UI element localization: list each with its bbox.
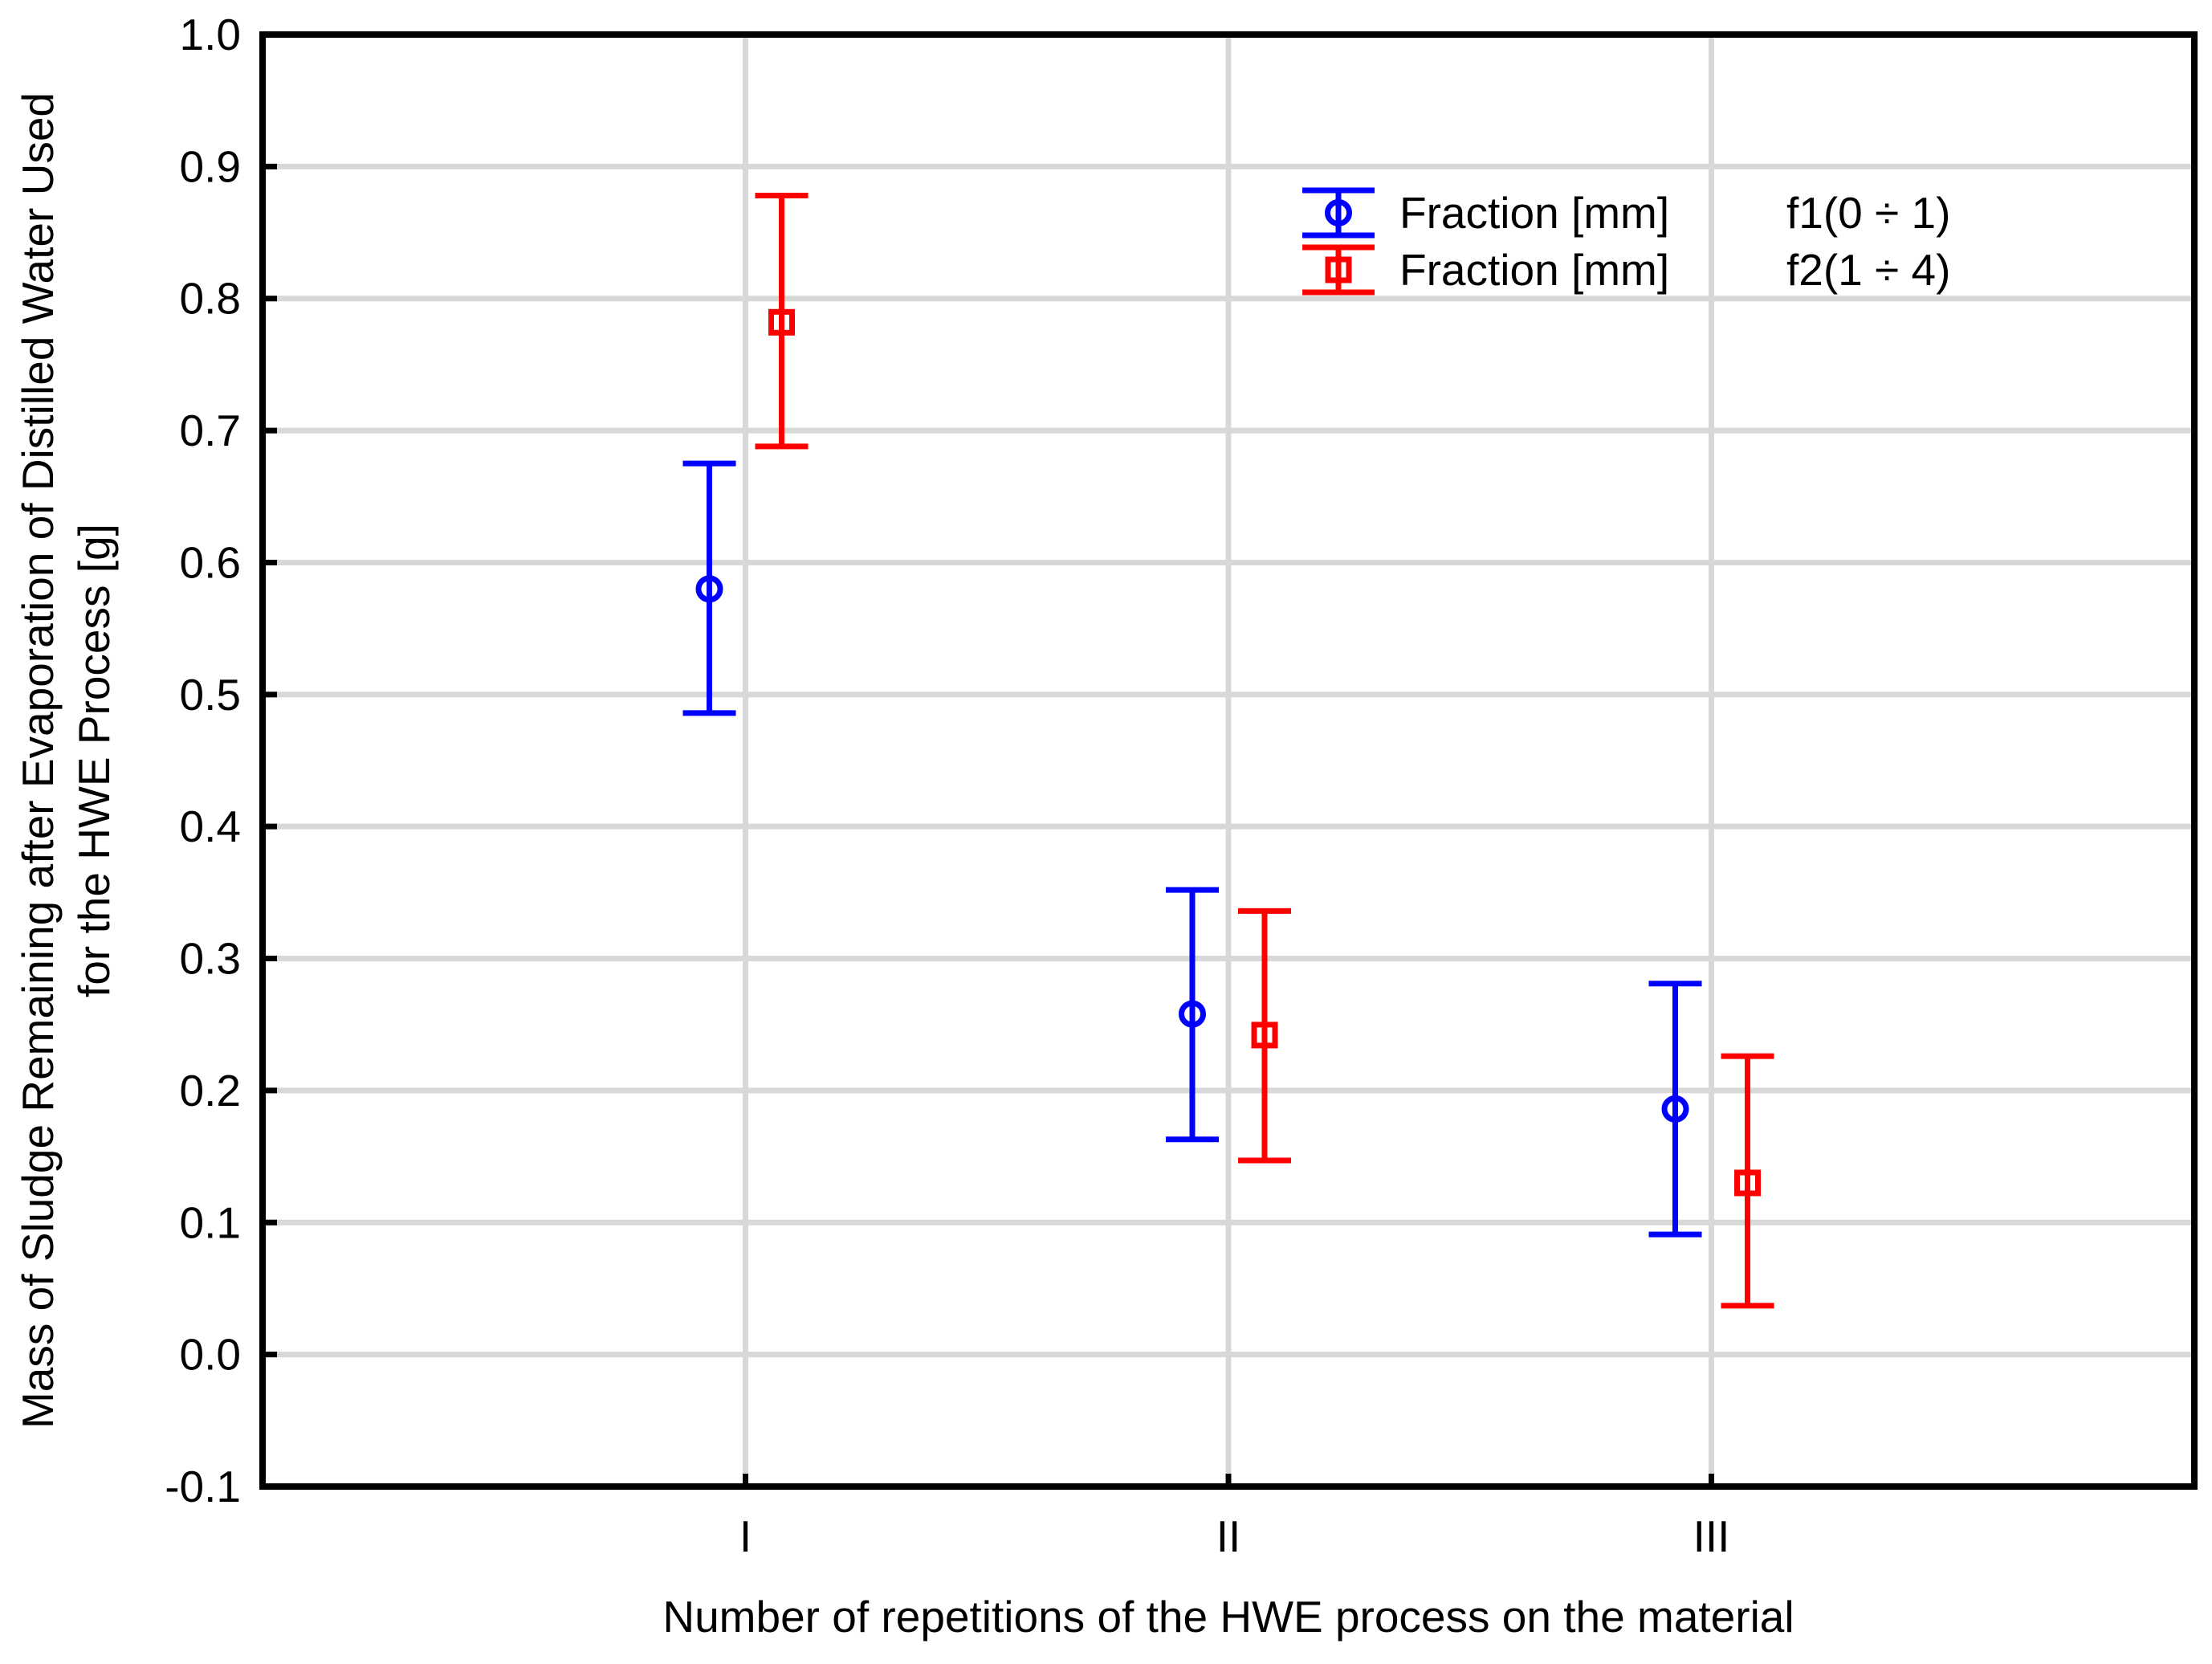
y-tick-label: 0.3 [180, 934, 241, 984]
y-tick-label: 0.5 [180, 670, 241, 720]
data-marker-circle [1661, 1095, 1689, 1123]
legend-label-value: f1(0 ÷ 1) [1786, 188, 1950, 238]
data-marker-circle [1179, 1000, 1206, 1028]
legend-label-prefix: Fraction [mm] [1399, 245, 1669, 295]
y-tick-label: 1.0 [180, 10, 241, 59]
y-tick-label: 0.2 [180, 1066, 241, 1115]
legend-symbol-marker [1325, 199, 1352, 226]
x-tick-label: III [1693, 1511, 1730, 1561]
y-tick-label: 0.1 [180, 1197, 241, 1247]
x-axis-title: Number of repetitions of the HWE process… [662, 1592, 1794, 1642]
data-marker-square [768, 308, 795, 336]
y-tick-label: 0.0 [180, 1330, 241, 1380]
legend-symbol-marker [1325, 256, 1352, 283]
data-marker-circle [695, 575, 723, 603]
x-tick-label: II [1216, 1511, 1241, 1561]
data-marker-square [1251, 1022, 1278, 1049]
y-axis-title-line-1: Mass of Sludge Remaining after Evaporati… [13, 92, 63, 1429]
y-tick-label: 0.8 [180, 274, 241, 324]
legend-label-value: f2(1 ÷ 4) [1786, 245, 1950, 295]
x-tick-label: I [739, 1511, 752, 1561]
data-marker-square [1734, 1169, 1761, 1197]
y-tick-label: 0.4 [180, 801, 241, 851]
legend-label-prefix: Fraction [mm] [1399, 188, 1669, 238]
y-tick-label: -0.1 [165, 1462, 241, 1511]
y-axis-title-line-2: for the HWE Process [g] [69, 524, 119, 997]
y-tick-label: 0.6 [180, 537, 241, 587]
y-tick-label: 0.9 [180, 141, 241, 191]
y-tick-label: 0.7 [180, 406, 241, 455]
